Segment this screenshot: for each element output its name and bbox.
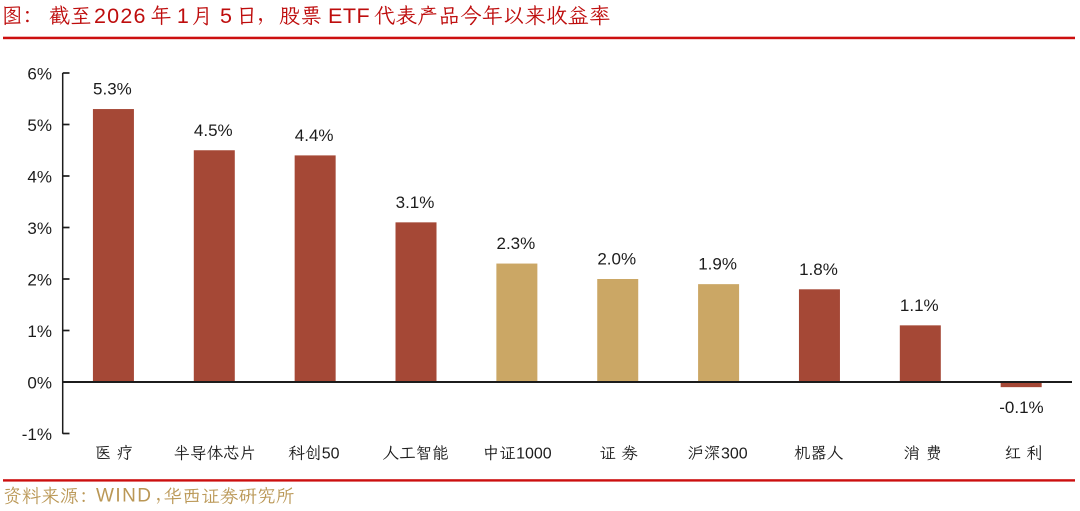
svg-text:1.8%: 1.8% xyxy=(799,260,838,279)
svg-text:5.3%: 5.3% xyxy=(93,80,132,99)
svg-text:300: 300 xyxy=(721,446,748,463)
svg-text:6%: 6% xyxy=(27,64,52,83)
svg-text:2%: 2% xyxy=(27,270,52,289)
svg-text:0%: 0% xyxy=(27,373,52,392)
svg-text:-1%: -1% xyxy=(22,425,52,444)
svg-text:1000: 1000 xyxy=(516,446,552,463)
svg-text:WIND: WIND xyxy=(96,486,152,507)
svg-text:2.0%: 2.0% xyxy=(597,250,636,269)
svg-text:2.3%: 2.3% xyxy=(496,234,535,253)
svg-text:4%: 4% xyxy=(27,167,52,186)
svg-text:50: 50 xyxy=(322,446,340,463)
svg-text:4.5%: 4.5% xyxy=(194,121,233,140)
svg-text:3%: 3% xyxy=(27,219,52,238)
svg-text:ETF: ETF xyxy=(328,4,370,28)
svg-text:-0.1%: -0.1% xyxy=(999,398,1043,417)
svg-text:5: 5 xyxy=(220,4,232,28)
svg-text:1: 1 xyxy=(177,4,189,28)
svg-text:1%: 1% xyxy=(27,322,52,341)
svg-text:3.1%: 3.1% xyxy=(396,193,435,212)
svg-text:4.4%: 4.4% xyxy=(295,126,334,145)
svg-text:2026: 2026 xyxy=(94,4,147,28)
svg-text:5%: 5% xyxy=(27,116,52,135)
svg-text:1.9%: 1.9% xyxy=(698,255,737,274)
svg-text:1.1%: 1.1% xyxy=(900,296,939,315)
